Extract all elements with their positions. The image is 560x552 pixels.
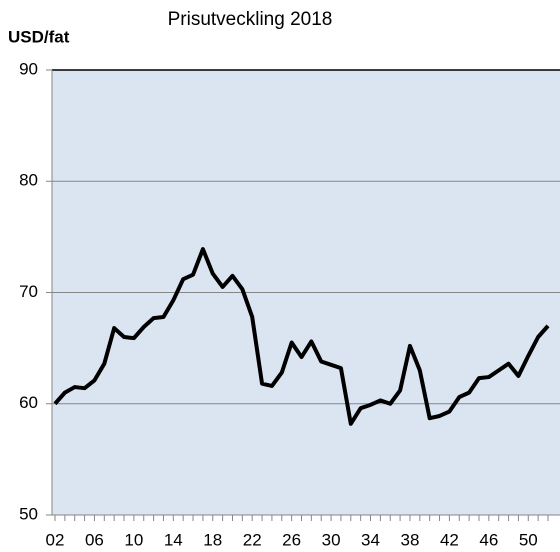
x-tick-label: 34	[361, 530, 380, 549]
y-tick-label: 50	[19, 504, 38, 523]
x-tick-label: 18	[203, 530, 222, 549]
x-tick-label: 30	[322, 530, 341, 549]
x-tick-label: 26	[282, 530, 301, 549]
y-tick-label: 70	[19, 282, 38, 301]
x-tick-label: 38	[400, 530, 419, 549]
x-tick-label: 10	[124, 530, 143, 549]
x-tick-label: 06	[85, 530, 104, 549]
y-tick-label: 90	[19, 59, 38, 78]
chart-title: Prisutveckling 2018	[168, 9, 333, 30]
x-tick-label: 14	[164, 530, 183, 549]
x-tick-label: 42	[440, 530, 459, 549]
x-tick-label: 46	[479, 530, 498, 549]
y-axis-label: USD/fat	[8, 27, 70, 46]
x-tick-label: 22	[243, 530, 262, 549]
x-tick-label: 02	[46, 530, 65, 549]
y-tick-label: 60	[19, 393, 38, 412]
x-tick-label: 50	[519, 530, 538, 549]
data-line	[53, 247, 550, 426]
y-tick-label: 80	[19, 171, 38, 190]
